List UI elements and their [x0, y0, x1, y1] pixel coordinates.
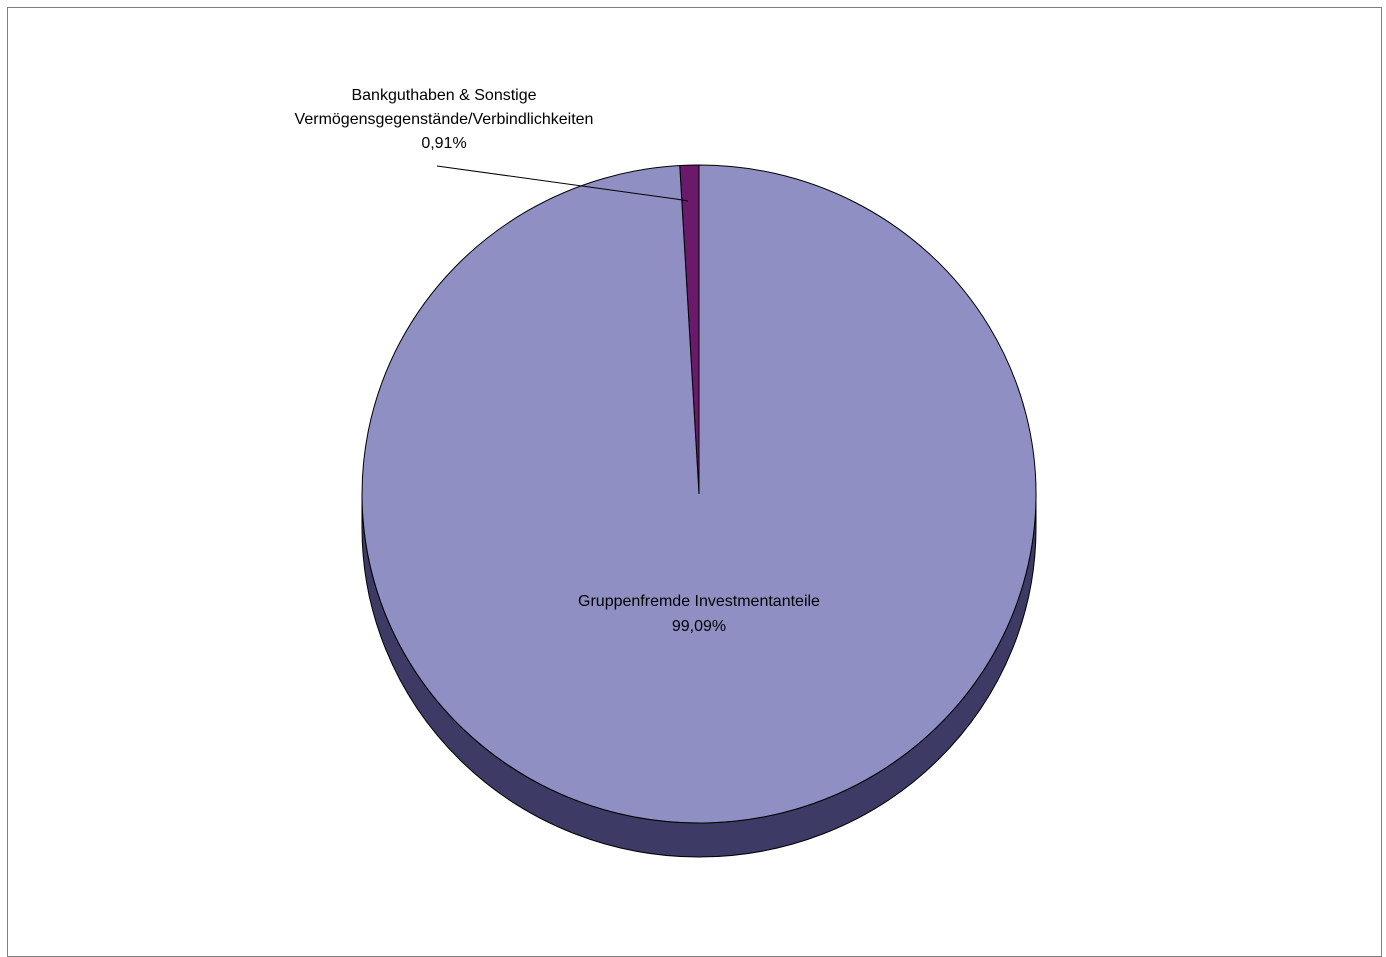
slice-value-investment: 99,09% — [672, 618, 726, 635]
pie-leader-lines — [436, 165, 689, 202]
slice-investment — [361, 164, 1037, 824]
slice-value-bank: 0,91% — [421, 135, 466, 152]
slice-label-bank-line2: Vermögensgegenstände/Verbindlichkeiten — [295, 111, 594, 128]
pie-slices — [361, 164, 1037, 824]
leader-line-bank — [436, 165, 689, 202]
slice-label-investment: Gruppenfremde Investmentanteile — [578, 593, 820, 610]
slice-label-bank-line1: Bankguthaben & Sonstige — [351, 87, 536, 104]
